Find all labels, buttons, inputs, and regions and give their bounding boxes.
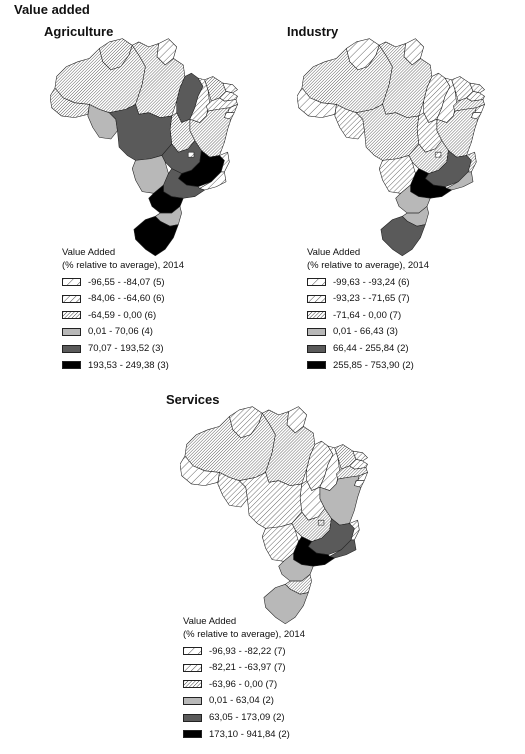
legend-swatch bbox=[307, 294, 326, 303]
map-agriculture bbox=[50, 38, 238, 257]
panel-title-agriculture: Agriculture bbox=[44, 24, 114, 39]
legend-title-line-2: (% relative to average), 2014 bbox=[62, 260, 184, 271]
state-ro bbox=[334, 104, 365, 140]
legend-item: -99,63 - -93,24 (6) bbox=[307, 274, 429, 291]
state-ro bbox=[217, 472, 248, 508]
legend-swatch bbox=[183, 647, 202, 656]
legend-label: 193,53 - 249,38 (3) bbox=[88, 359, 169, 371]
figure-title: Value added bbox=[14, 2, 90, 17]
legend-swatch bbox=[307, 278, 326, 287]
legend-label: -71,64 - 0,00 (7) bbox=[333, 309, 402, 321]
legend-title-line-1: Value Added bbox=[62, 247, 116, 258]
legend-item: 70,07 - 193,52 (3) bbox=[62, 340, 184, 357]
legend-label: -93,23 - -71,65 (7) bbox=[333, 293, 410, 305]
legend-label: 63,05 - 173,09 (2) bbox=[209, 711, 285, 723]
legend-swatch bbox=[183, 663, 202, 672]
legend-swatch bbox=[62, 361, 81, 370]
legend-item: -84,06 - -64,60 (6) bbox=[62, 291, 184, 308]
legend-label: 173,10 - 941,84 (2) bbox=[209, 728, 290, 740]
legend-item: -96,93 - -82,22 (7) bbox=[183, 643, 305, 660]
legend-label: -84,06 - -64,60 (6) bbox=[88, 293, 165, 305]
legend-item: -96,55 - -84,07 (5) bbox=[62, 274, 184, 291]
legend-swatch bbox=[183, 697, 202, 706]
state-rs bbox=[263, 584, 309, 625]
legend-label: -99,63 - -93,24 (6) bbox=[333, 276, 410, 288]
map-services bbox=[180, 406, 368, 625]
legend-item: 63,05 - 173,09 (2) bbox=[183, 709, 305, 726]
state-rn bbox=[469, 82, 485, 94]
legend-item: -82,21 - -63,97 (7) bbox=[183, 660, 305, 677]
map-industry bbox=[297, 38, 485, 257]
legend-industry: Value Added (% relative to average), 201… bbox=[307, 248, 429, 374]
legend-label: -64,59 - 0,00 (6) bbox=[88, 309, 157, 321]
legend-swatch bbox=[62, 328, 81, 337]
legend-label: 0,01 - 66,43 (3) bbox=[333, 326, 398, 338]
panel-title-services: Services bbox=[166, 392, 220, 407]
legend-label: -82,21 - -63,97 (7) bbox=[209, 662, 286, 674]
legend-swatch bbox=[307, 361, 326, 370]
panel-title-industry: Industry bbox=[287, 24, 339, 39]
state-rn bbox=[222, 82, 238, 94]
legend-item: 255,85 - 753,90 (2) bbox=[307, 357, 429, 374]
legend-label: -63,96 - 0,00 (7) bbox=[209, 678, 278, 690]
legend-item: -64,59 - 0,00 (6) bbox=[62, 307, 184, 324]
legend-services: Value Added (% relative to average), 201… bbox=[183, 617, 305, 743]
legend-label: -96,93 - -82,22 (7) bbox=[209, 645, 286, 657]
state-rs bbox=[380, 216, 426, 257]
state-df bbox=[317, 519, 325, 526]
legend-agriculture: Value Added (% relative to average), 201… bbox=[62, 248, 184, 374]
state-df bbox=[187, 151, 195, 158]
legend-swatch bbox=[183, 713, 202, 722]
legend-swatch bbox=[62, 294, 81, 303]
legend-label: -96,55 - -84,07 (5) bbox=[88, 276, 165, 288]
state-rs bbox=[133, 216, 179, 257]
legend-item: 0,01 - 70,06 (4) bbox=[62, 324, 184, 341]
legend-swatch bbox=[307, 328, 326, 337]
legend-item: -63,96 - 0,00 (7) bbox=[183, 676, 305, 693]
legend-swatch bbox=[307, 311, 326, 320]
legend-label: 70,07 - 193,52 (3) bbox=[88, 342, 164, 354]
legend-title-line-2: (% relative to average), 2014 bbox=[183, 629, 305, 640]
legend-item: 0,01 - 66,43 (3) bbox=[307, 324, 429, 341]
state-df bbox=[434, 151, 442, 158]
legend-label: 255,85 - 753,90 (2) bbox=[333, 359, 414, 371]
legend-swatch bbox=[62, 278, 81, 287]
legend-item: -93,23 - -71,65 (7) bbox=[307, 291, 429, 308]
legend-item: -71,64 - 0,00 (7) bbox=[307, 307, 429, 324]
legend-label: 0,01 - 70,06 (4) bbox=[88, 326, 153, 338]
legend-swatch bbox=[307, 344, 326, 353]
legend-title-line-1: Value Added bbox=[307, 247, 361, 258]
legend-swatch bbox=[183, 680, 202, 689]
legend-item: 193,53 - 249,38 (3) bbox=[62, 357, 184, 374]
legend-item: 66,44 - 255,84 (2) bbox=[307, 340, 429, 357]
legend-title-line-1: Value Added bbox=[183, 616, 237, 627]
legend-swatch bbox=[62, 311, 81, 320]
legend-swatch bbox=[62, 344, 81, 353]
legend-item: 0,01 - 63,04 (2) bbox=[183, 693, 305, 710]
state-rn bbox=[352, 450, 368, 462]
legend-title-line-2: (% relative to average), 2014 bbox=[307, 260, 429, 271]
state-ro bbox=[87, 104, 118, 140]
legend-label: 0,01 - 63,04 (2) bbox=[209, 695, 274, 707]
legend-item: 173,10 - 941,84 (2) bbox=[183, 726, 305, 743]
legend-swatch bbox=[183, 730, 202, 739]
legend-label: 66,44 - 255,84 (2) bbox=[333, 342, 409, 354]
